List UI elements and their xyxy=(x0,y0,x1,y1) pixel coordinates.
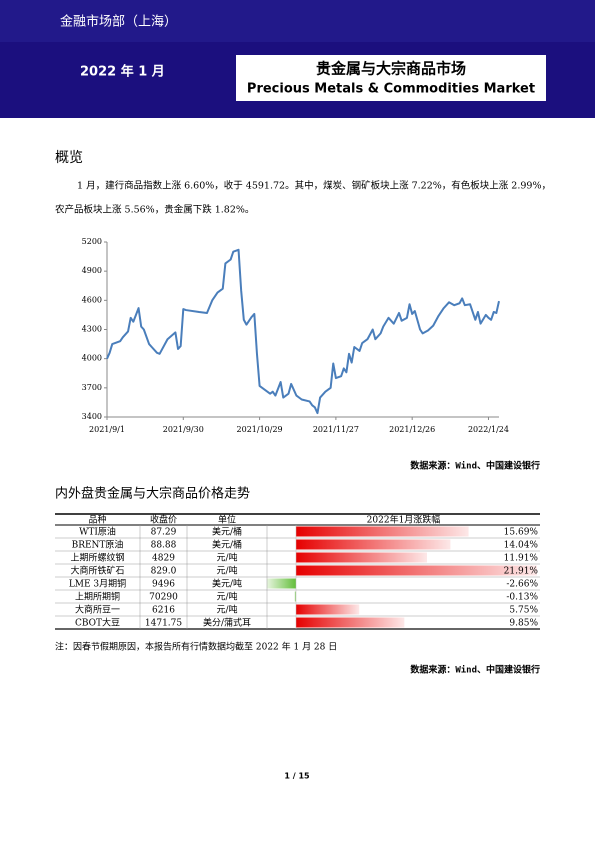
source: 数据来源：Wind、中国建设银行 xyxy=(410,460,540,472)
y-tick-label: 5200 xyxy=(82,237,102,246)
cell: 1471.75 xyxy=(145,619,182,629)
change-label: 11.91% xyxy=(504,554,539,564)
line-series xyxy=(106,248,500,415)
y-tick-label: 4000 xyxy=(82,354,102,363)
data-bar xyxy=(266,578,296,589)
data-bar xyxy=(296,565,538,576)
change-label: -2.66% xyxy=(506,580,538,590)
title-box xyxy=(236,55,546,101)
department: 金融市场部（上海） xyxy=(60,14,177,30)
cell: 美分/蒲式耳 xyxy=(203,617,251,629)
x-tick-label: 2022/1/24 xyxy=(468,425,509,434)
change-label: 9.85% xyxy=(509,619,538,629)
y-tick-label: 3700 xyxy=(82,383,102,392)
data-bar xyxy=(296,617,405,628)
data-bar xyxy=(296,604,360,615)
data-bar xyxy=(296,526,469,537)
x-tick-label: 2021/10/29 xyxy=(237,425,283,434)
cell: 4829 xyxy=(152,554,175,564)
note: 注：因春节假期原因，本报告所有行情数据均截至 2022 年 1 月 28 日 xyxy=(55,641,337,653)
cell: 88.88 xyxy=(151,541,177,551)
data-bar xyxy=(294,591,296,602)
cell: 大商所豆一 xyxy=(75,604,120,616)
cell: 元/吨 xyxy=(216,604,237,616)
cell: 元/吨 xyxy=(216,565,237,577)
cell: 9496 xyxy=(152,580,175,590)
cell: 大商所铁矿石 xyxy=(70,565,124,577)
cell: 美元/吨 xyxy=(212,578,242,590)
paragraph: 农产品板块上涨 5.56%，贵金属下跌 1.82%。 xyxy=(55,204,254,216)
source: 数据来源：Wind、中国建设银行 xyxy=(410,664,540,676)
heading: 概览 xyxy=(55,150,83,166)
heading: 内外盘贵金属与大宗商品价格走势 xyxy=(55,486,250,502)
title-cn: 贵金属与大宗商品市场 xyxy=(316,60,466,78)
paragraph: 1 月，建行商品指数上涨 6.60%，收于 4591.72。其中，煤炭、钢矿板块… xyxy=(77,180,551,192)
column-header: 单位 xyxy=(218,514,236,526)
x-tick-label: 2021/9/1 xyxy=(89,425,125,434)
cell: 美元/桶 xyxy=(212,526,242,538)
report-date: 2022 年 1 月 xyxy=(80,64,165,80)
y-tick-label: 4300 xyxy=(82,325,102,334)
table: 品种 收盘价 单位 2022年1月涨跌幅 WTI原油 87.29 美元/桶 15.69% BRE… xyxy=(55,513,540,630)
change-label: -0.13% xyxy=(506,593,538,603)
y-tick-label: 4900 xyxy=(82,266,102,275)
y-tick-label: 3400 xyxy=(82,412,102,421)
data-bar xyxy=(296,552,428,563)
y-tick-label: 4600 xyxy=(82,295,102,304)
top-band xyxy=(0,0,595,42)
cell: BRENT原油 xyxy=(72,539,124,551)
cell: WTI原油 xyxy=(79,526,116,538)
cell: 美元/桶 xyxy=(212,539,242,551)
change-label: 15.69% xyxy=(504,528,539,538)
column-header: 品种 xyxy=(88,514,106,526)
line-chart: 3400 3700 4000 4300 4600 4900 5200 2021/9/1 2021… xyxy=(82,237,509,434)
cell: 87.29 xyxy=(151,528,177,538)
data-bar xyxy=(296,539,451,550)
cell: 元/吨 xyxy=(216,552,237,564)
change-label: 14.04% xyxy=(504,541,539,551)
cell: 829.0 xyxy=(151,567,177,577)
cell: LME 3月期铜 xyxy=(69,578,126,590)
column-header: 2022年1月涨跌幅 xyxy=(367,514,441,526)
x-tick-label: 2021/12/26 xyxy=(389,425,435,434)
x-tick-label: 2021/11/27 xyxy=(313,425,359,434)
cell: 上期所期铜 xyxy=(75,591,120,603)
title-en: Precious Metals & Commodities Market xyxy=(247,82,535,97)
cell: 6216 xyxy=(152,606,175,616)
cell: 上期所螺纹钢 xyxy=(70,552,124,564)
column-header: 收盘价 xyxy=(150,514,177,526)
cell: 70290 xyxy=(149,593,178,603)
change-label: 21.91% xyxy=(504,567,539,577)
page-number: 1 / 15 xyxy=(284,772,310,781)
x-tick-label: 2021/9/30 xyxy=(163,425,204,434)
cell: 元/吨 xyxy=(216,591,237,603)
change-label: 5.75% xyxy=(509,606,538,616)
cell: CBOT大豆 xyxy=(75,617,120,629)
